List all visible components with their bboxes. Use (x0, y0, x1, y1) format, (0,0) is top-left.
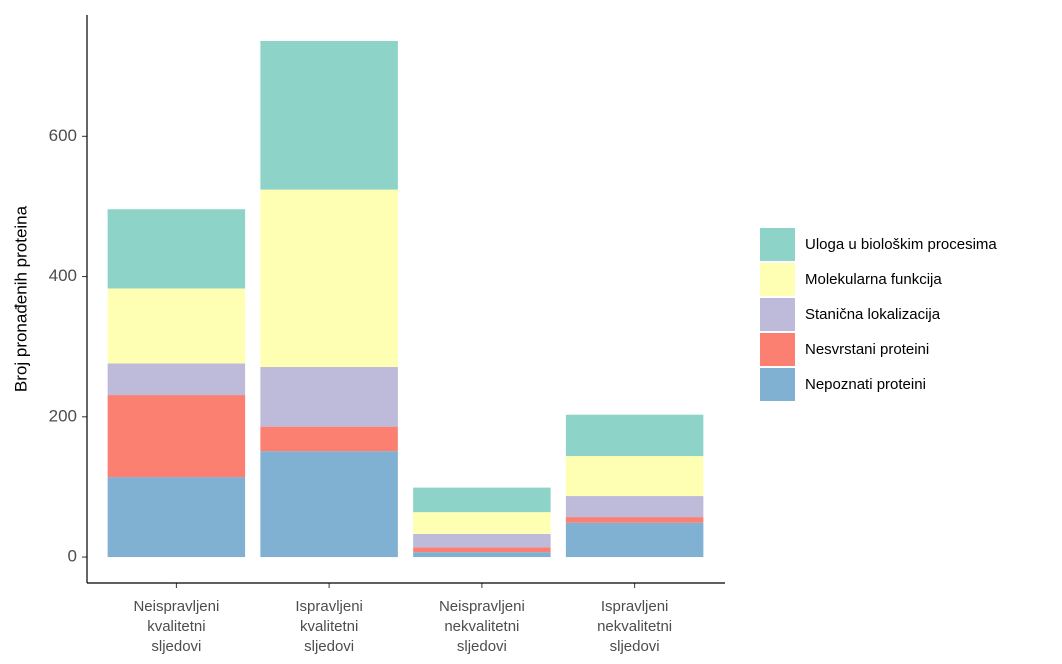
legend-key (760, 228, 795, 261)
x-tick-label: Neispravljeni kvalitetni sljedovi (133, 598, 219, 655)
bar-segment (260, 451, 398, 558)
legend-key (760, 333, 795, 366)
x-tick-label: Ispravljeni kvalitetni sljedovi (295, 598, 363, 655)
y-tick-label: 400 (49, 266, 77, 285)
bar-segment (107, 477, 246, 558)
bar-segment (107, 288, 246, 364)
bar-segment (565, 456, 704, 497)
legend-key (760, 298, 795, 331)
y-tick-label: 0 (68, 547, 77, 566)
legend-label: Nepoznati proteini (805, 376, 926, 393)
bar-segment (413, 487, 551, 513)
bar-segment (565, 522, 704, 558)
bar-segment (565, 414, 704, 457)
bar-segment (260, 40, 398, 190)
bar-segment (260, 426, 398, 452)
y-axis-label: Broj pronađenih proteina (11, 205, 30, 392)
bar-segment (565, 496, 704, 518)
bar-segment (260, 367, 398, 427)
legend-label: Stanična lokalizacija (805, 306, 941, 323)
bar-segment (413, 533, 551, 548)
bar-segment (107, 395, 246, 478)
bar-segment (413, 512, 551, 534)
legend-label: Uloga u biološkim procesima (805, 236, 997, 253)
bar-segment (107, 363, 246, 396)
y-tick-label: 200 (49, 406, 77, 425)
y-tick-label: 600 (49, 126, 77, 145)
bar-segment (565, 517, 704, 523)
x-tick-label: Neispravljeni nekvalitetni sljedovi (439, 598, 525, 655)
bar-segment (413, 552, 551, 558)
bar-segment (260, 189, 398, 368)
legend-key (760, 263, 795, 296)
x-tick-label: Ispravljeni nekvalitetni sljedovi (597, 598, 672, 655)
legend-key (760, 368, 795, 401)
bar-segment (107, 209, 246, 289)
bar-segment (413, 547, 551, 553)
legend-label: Molekularna funkcija (805, 271, 942, 288)
legend-label: Nesvrstani proteini (805, 341, 929, 358)
